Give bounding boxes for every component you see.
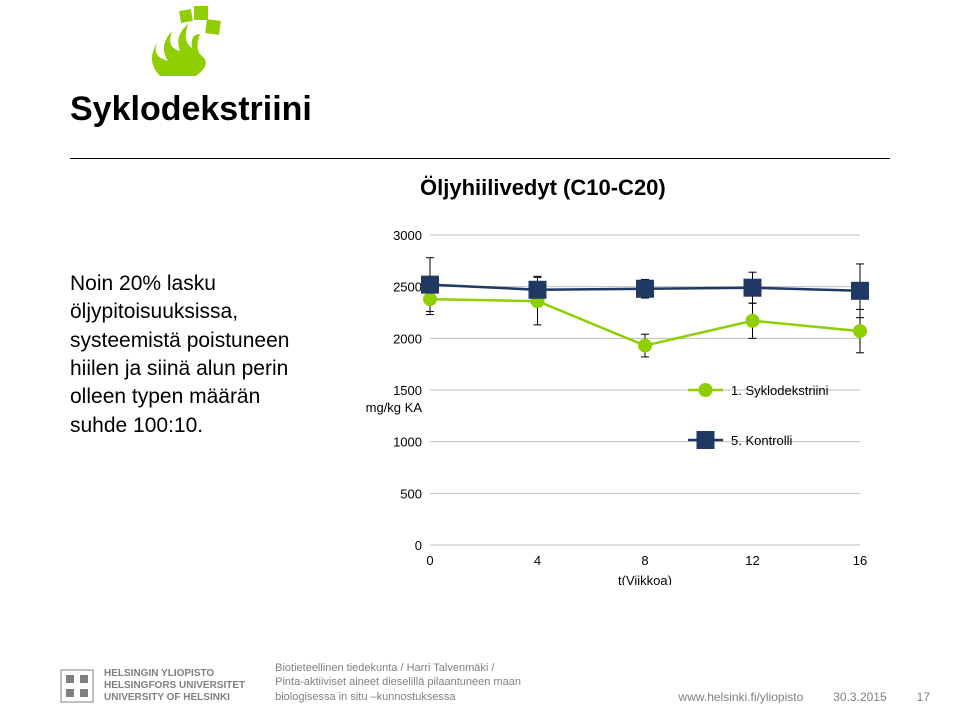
body-line: hiilen ja siinä alun perin <box>70 357 288 380</box>
svg-text:mg/kg KA: mg/kg KA <box>366 400 423 415</box>
body-text: Noin 20% lasku öljypitoisuuksissa, syste… <box>70 270 330 440</box>
footer: HELSINGIN YLIOPISTO HELSINGFORS UNIVERSI… <box>0 661 960 704</box>
title-rule <box>70 158 890 159</box>
svg-text:2000: 2000 <box>393 331 422 346</box>
svg-text:5. Kontrolli: 5. Kontrolli <box>731 433 793 448</box>
svg-text:16: 16 <box>853 553 867 568</box>
body-line: öljypitoisuuksissa, <box>70 300 238 323</box>
footer-page: 17 <box>917 690 930 704</box>
footer-credit: Biotieteellinen tiedekunta / Harri Talve… <box>275 661 521 704</box>
body-line: olleen typen määrän <box>70 385 260 408</box>
svg-text:0: 0 <box>426 553 433 568</box>
body-line: Noin 20% lasku <box>70 272 216 295</box>
body-line: suhde 100:10. <box>70 414 203 437</box>
university-logo: HELSINGIN YLIOPISTO HELSINGFORS UNIVERSI… <box>60 668 245 704</box>
svg-text:1500: 1500 <box>393 383 422 398</box>
credit-line: biologisessa in situ –kunnostuksessa <box>275 690 521 704</box>
body-line: systeemistä poistuneen <box>70 329 289 352</box>
svg-text:1. Syklodekstriini: 1. Syklodekstriini <box>731 383 829 398</box>
svg-text:1000: 1000 <box>393 435 422 450</box>
footer-date: 30.3.2015 <box>833 690 886 704</box>
footer-url: www.helsinki.fi/yliopisto <box>679 690 804 704</box>
slide: { "page_title": "Syklodekstriini", "char… <box>0 0 960 716</box>
svg-text:12: 12 <box>745 553 759 568</box>
svg-text:8: 8 <box>641 553 648 568</box>
uni-name: HELSINGIN YLIOPISTO <box>104 668 245 680</box>
svg-text:2500: 2500 <box>393 280 422 295</box>
svg-text:3000: 3000 <box>393 228 422 243</box>
flame-logo <box>140 6 230 86</box>
svg-text:t(Viikkoa): t(Viikkoa) <box>618 573 672 585</box>
svg-text:4: 4 <box>534 553 541 568</box>
line-chart: 0 500 1000 1500 2000 2500 3000 mg/kg KA 0 4 8 12 16 t… <box>340 225 900 585</box>
svg-text:0: 0 <box>415 538 422 553</box>
chart-title: Öljyhiilivedyt (C10-C20) <box>420 175 666 201</box>
uni-name: UNIVERSITY OF HELSINKI <box>104 692 245 704</box>
svg-text:500: 500 <box>400 486 422 501</box>
credit-line: Biotieteellinen tiedekunta / Harri Talve… <box>275 661 521 675</box>
page-title: Syklodekstriini <box>70 90 312 129</box>
credit-line: Pinta-aktiiviset aineet dieselillä pilaa… <box>275 675 521 689</box>
uni-name: HELSINGFORS UNIVERSITET <box>104 680 245 692</box>
